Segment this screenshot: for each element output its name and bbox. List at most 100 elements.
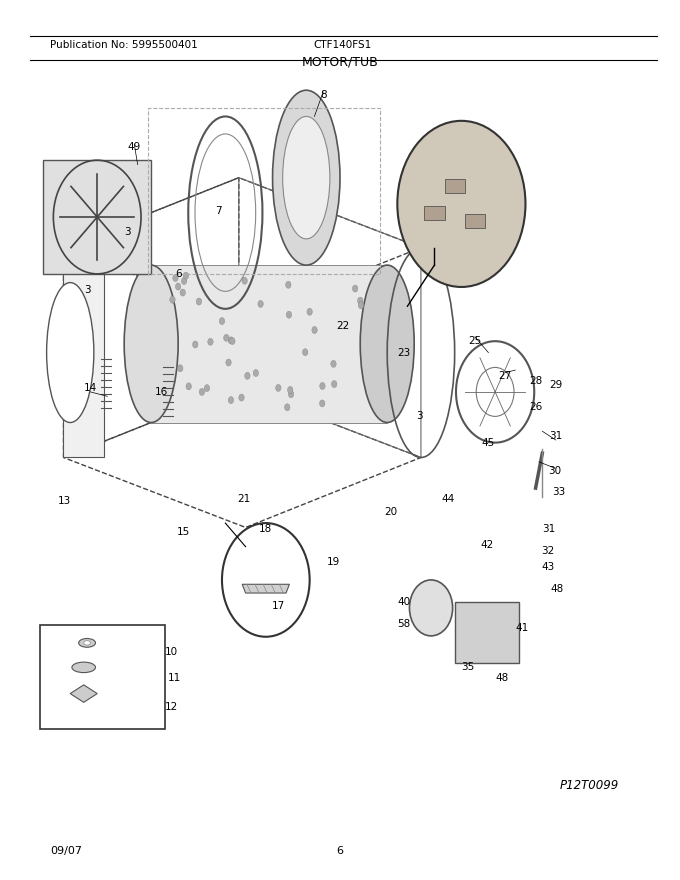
Circle shape: [224, 334, 229, 341]
Circle shape: [330, 360, 336, 367]
Text: 45: 45: [481, 437, 495, 448]
Circle shape: [222, 523, 309, 637]
Text: 19: 19: [326, 557, 340, 568]
Circle shape: [245, 372, 250, 379]
Circle shape: [180, 290, 186, 296]
Circle shape: [239, 394, 244, 401]
Text: 28: 28: [529, 376, 542, 385]
Circle shape: [192, 341, 198, 348]
Text: 7: 7: [216, 206, 222, 216]
Ellipse shape: [79, 639, 95, 648]
Circle shape: [170, 297, 175, 304]
Circle shape: [358, 297, 363, 304]
Ellipse shape: [360, 265, 414, 422]
Text: MOTOR/TUB: MOTOR/TUB: [302, 55, 378, 69]
Circle shape: [228, 397, 234, 404]
Text: 58: 58: [397, 619, 411, 628]
Text: 43: 43: [541, 561, 554, 572]
Text: 31: 31: [549, 430, 562, 441]
Circle shape: [197, 298, 202, 305]
Ellipse shape: [124, 265, 178, 422]
Polygon shape: [63, 247, 104, 458]
Circle shape: [242, 277, 248, 284]
Text: 33: 33: [553, 488, 566, 497]
Polygon shape: [44, 160, 151, 274]
Text: 49: 49: [128, 142, 141, 152]
Text: P12T0099: P12T0099: [560, 779, 619, 792]
Text: 35: 35: [462, 663, 475, 672]
Circle shape: [204, 385, 209, 392]
Text: 09/07: 09/07: [50, 846, 82, 856]
Polygon shape: [70, 685, 97, 702]
Circle shape: [284, 404, 290, 411]
Circle shape: [258, 300, 263, 307]
Text: 27: 27: [498, 371, 512, 381]
Text: 3: 3: [124, 227, 131, 237]
Text: 17: 17: [271, 601, 284, 611]
Circle shape: [332, 380, 337, 387]
Circle shape: [228, 337, 234, 344]
Text: 10: 10: [165, 647, 178, 656]
Ellipse shape: [72, 662, 95, 672]
Bar: [445, 180, 464, 194]
Text: 16: 16: [154, 387, 168, 397]
Text: 3: 3: [416, 411, 423, 422]
Text: 6: 6: [175, 269, 182, 279]
Text: 32: 32: [541, 546, 554, 556]
Circle shape: [199, 388, 205, 395]
Circle shape: [226, 359, 231, 366]
Text: 25: 25: [469, 336, 481, 346]
Circle shape: [220, 318, 224, 325]
Text: 22: 22: [337, 321, 350, 332]
Text: 12: 12: [165, 701, 178, 712]
Text: 31: 31: [543, 524, 556, 534]
Text: CTF140FS1: CTF140FS1: [313, 40, 371, 50]
Text: 44: 44: [441, 495, 454, 504]
Text: 11: 11: [168, 673, 182, 683]
Text: 6: 6: [337, 846, 343, 856]
Circle shape: [352, 285, 358, 292]
Bar: [455, 602, 519, 663]
Text: 20: 20: [384, 507, 397, 517]
Text: 18: 18: [259, 524, 273, 534]
Ellipse shape: [47, 282, 94, 422]
Circle shape: [184, 272, 188, 279]
Circle shape: [397, 121, 526, 287]
Circle shape: [173, 275, 178, 282]
Text: Publication No: 5995500401: Publication No: 5995500401: [50, 40, 198, 50]
Circle shape: [286, 282, 291, 289]
Text: 14: 14: [84, 383, 97, 392]
Text: 13: 13: [58, 496, 71, 506]
Ellipse shape: [84, 641, 90, 645]
Circle shape: [182, 277, 187, 284]
Circle shape: [320, 400, 325, 407]
Text: 23: 23: [397, 348, 411, 357]
Circle shape: [186, 383, 191, 390]
Text: 48: 48: [495, 673, 509, 683]
Text: 8: 8: [320, 90, 326, 99]
Bar: [424, 206, 445, 220]
Text: 42: 42: [480, 540, 494, 550]
Bar: [464, 215, 485, 229]
Polygon shape: [242, 584, 290, 593]
Text: 41: 41: [515, 623, 529, 633]
Text: 40: 40: [398, 597, 411, 607]
Circle shape: [409, 580, 453, 636]
Circle shape: [177, 364, 183, 371]
Circle shape: [303, 348, 308, 356]
Text: 3: 3: [84, 284, 90, 295]
Circle shape: [175, 283, 181, 290]
Circle shape: [253, 370, 258, 377]
Text: 48: 48: [551, 583, 564, 594]
Text: 15: 15: [177, 527, 190, 537]
Circle shape: [275, 385, 281, 392]
Ellipse shape: [273, 91, 340, 265]
Circle shape: [286, 312, 292, 319]
Ellipse shape: [283, 116, 330, 238]
Text: 30: 30: [548, 466, 561, 475]
Circle shape: [288, 391, 294, 398]
Text: 21: 21: [237, 495, 251, 504]
Circle shape: [312, 326, 318, 334]
Text: 29: 29: [549, 380, 562, 390]
Circle shape: [358, 302, 364, 309]
